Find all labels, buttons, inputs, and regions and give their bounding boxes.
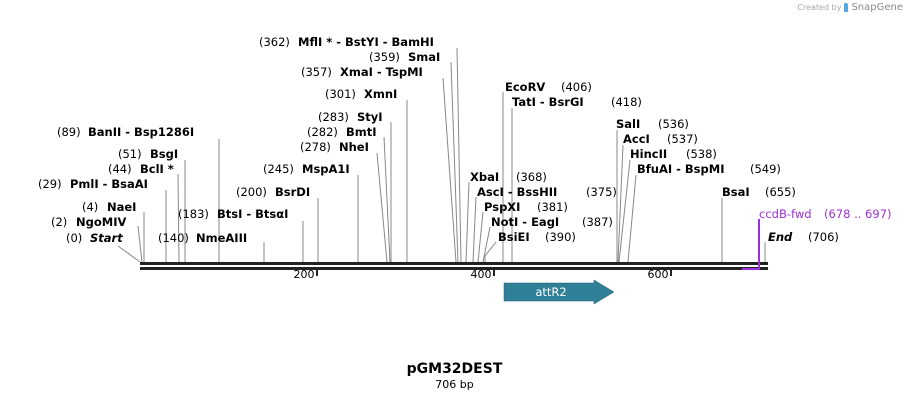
site-position: (51): [118, 147, 142, 161]
site-position: (390): [545, 230, 576, 244]
plasmid-name: pGM32DEST: [406, 361, 503, 377]
start-position: (0): [66, 231, 82, 245]
primer-binding-line[interactable]: [742, 219, 760, 270]
site-name[interactable]: BsrDI: [275, 185, 310, 199]
primer-ccdB-fwd[interactable]: ccdB-fwd (678 .. 697): [742, 207, 892, 270]
site-name[interactable]: MflI * - BstYI - BamHI: [298, 35, 434, 49]
site-position: (381): [537, 200, 568, 214]
axis-ticks: 200 400 600: [294, 268, 672, 281]
site-name[interactable]: BsaI: [722, 185, 750, 199]
site-name[interactable]: NheI: [339, 140, 369, 154]
site-position: (89): [57, 125, 81, 139]
site-position: (406): [561, 80, 592, 94]
site-position: (418): [611, 95, 642, 109]
dna-bottom-strand: [140, 267, 768, 270]
cut-site-leaders: [117, 47, 766, 263]
site-position: (301): [325, 87, 356, 101]
dna-top-strand: [140, 262, 768, 265]
end-marker: End: [768, 230, 793, 244]
feature-arrow-shape[interactable]: [503, 279, 615, 305]
site-position: (29): [38, 177, 62, 191]
site-name[interactable]: SalI: [616, 117, 640, 131]
site-position: (282): [307, 125, 338, 139]
site-position: (549): [750, 162, 781, 176]
site-name[interactable]: MspA1I: [302, 162, 350, 176]
site-position: (4): [82, 200, 98, 214]
site-name[interactable]: NgoMIV: [76, 215, 126, 229]
site-name[interactable]: BsiEI: [498, 230, 530, 244]
site-position: (278): [300, 140, 331, 154]
end-position: (706): [808, 230, 839, 244]
snapgene-product-label: SnapGene: [851, 2, 903, 13]
site-name[interactable]: AccI: [623, 132, 650, 146]
site-position: (245): [263, 162, 294, 176]
site-position: (357): [301, 65, 332, 79]
site-name[interactable]: EcoRV: [505, 80, 545, 94]
start-marker: Start: [90, 231, 123, 245]
site-name[interactable]: NotI - EagI: [491, 215, 559, 229]
created-by-label: Created by: [797, 3, 842, 12]
tick-label-600: 600: [648, 268, 669, 281]
site-position: (387): [582, 215, 613, 229]
tick-label-400: 400: [471, 268, 492, 281]
site-position: (44): [108, 162, 132, 176]
primer-name: ccdB-fwd: [759, 207, 812, 221]
site-position: (362): [259, 35, 290, 49]
site-position: (537): [667, 132, 698, 146]
site-position: (538): [686, 147, 717, 161]
site-name[interactable]: BsgI: [150, 147, 178, 161]
tick-label-200: 200: [294, 268, 315, 281]
site-name[interactable]: XbaI: [470, 170, 499, 184]
site-position: (283): [318, 110, 349, 124]
site-name[interactable]: TatI - BsrGI: [512, 95, 584, 109]
site-name[interactable]: XmnI: [364, 87, 397, 101]
plasmid-length: 706 bp: [435, 378, 474, 391]
site-name[interactable]: NmeAIII: [196, 231, 247, 245]
site-name[interactable]: XmaI - TspMI: [340, 65, 423, 79]
site-name[interactable]: BanII - Bsp1286I: [88, 125, 194, 139]
site-name[interactable]: BtsI - BtsαI: [217, 207, 288, 221]
site-name[interactable]: StyI: [357, 110, 383, 124]
site-name[interactable]: PmlI - BsaAI: [70, 177, 148, 191]
site-position: (536): [658, 117, 689, 131]
site-position: (655): [765, 185, 796, 199]
snapgene-branding: Created by SnapGene: [797, 2, 903, 13]
site-name[interactable]: PspXI: [484, 200, 520, 214]
site-name[interactable]: BfuAI - BspMI: [637, 162, 724, 176]
site-name[interactable]: AscI - BssHII: [477, 185, 557, 199]
feature-label: attR2: [535, 285, 566, 299]
site-position: (2): [51, 215, 67, 229]
site-name[interactable]: BclI *: [140, 162, 174, 176]
site-position: (359): [369, 50, 400, 64]
primer-range: (678 .. 697): [824, 207, 892, 221]
site-name[interactable]: BmtI: [346, 125, 377, 139]
site-name[interactable]: SmaI: [408, 50, 440, 64]
cut-site-labels: (0) Start (2) NgoMIV (4) NaeI (29) PmlI …: [38, 35, 839, 245]
site-position: (375): [586, 185, 617, 199]
site-name[interactable]: NaeI: [107, 200, 136, 214]
feature-attR2[interactable]: attR2: [503, 279, 615, 305]
site-name[interactable]: HincII: [630, 147, 667, 161]
site-position: (200): [236, 185, 267, 199]
site-position: (140): [158, 231, 189, 245]
site-position: (183): [178, 207, 209, 221]
site-position: (368): [516, 170, 547, 184]
snapgene-logo-icon: [844, 3, 849, 12]
